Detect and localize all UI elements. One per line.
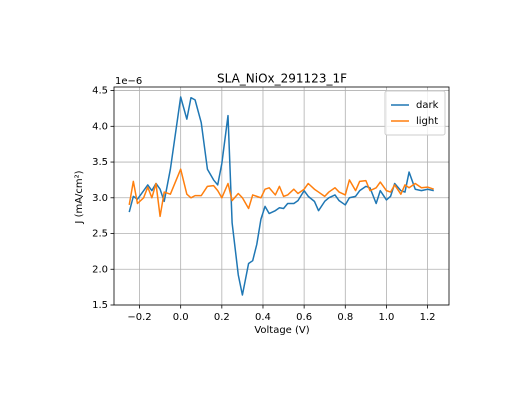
legend-label: dark (416, 100, 439, 111)
y-tick-label: 2.5 (92, 229, 108, 240)
y-tick-label: 4.0 (92, 121, 108, 132)
y-tick-label: 2.0 (92, 264, 108, 275)
x-axis-label: Voltage (V) (254, 325, 309, 336)
y-axis-label: J (mA/cm²) (74, 170, 85, 224)
y-tick-label: 3.0 (92, 193, 108, 204)
x-tick-label: 0.0 (173, 312, 189, 323)
x-tick-label: 0.4 (255, 312, 271, 323)
x-tick-label: 0.8 (337, 312, 353, 323)
x-tick-label: 1.2 (420, 312, 436, 323)
x-tick-label: 1.0 (378, 312, 394, 323)
y-tick-label: 3.5 (92, 157, 108, 168)
y-tick-label: 1.5 (92, 300, 108, 311)
x-tick-label: −0.2 (127, 312, 151, 323)
y-tick-label: 4.5 (92, 86, 108, 97)
legend: dark light (384, 90, 446, 136)
data-line (128, 96, 434, 296)
y-offset-label: 1e−6 (115, 76, 142, 87)
x-tick-label: 0.6 (296, 312, 312, 323)
x-tick-label: 0.2 (214, 312, 230, 323)
data-line (128, 168, 435, 218)
axes-frame (113, 86, 450, 306)
chart-title: SLA_NiOx_291123_1F (217, 72, 347, 86)
legend-label: light (416, 116, 438, 127)
legend-frame (384, 90, 446, 136)
